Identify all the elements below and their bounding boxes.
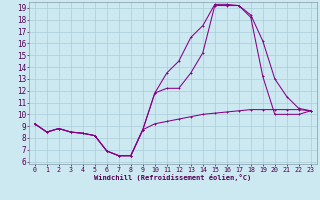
X-axis label: Windchill (Refroidissement éolien,°C): Windchill (Refroidissement éolien,°C) <box>94 174 252 181</box>
